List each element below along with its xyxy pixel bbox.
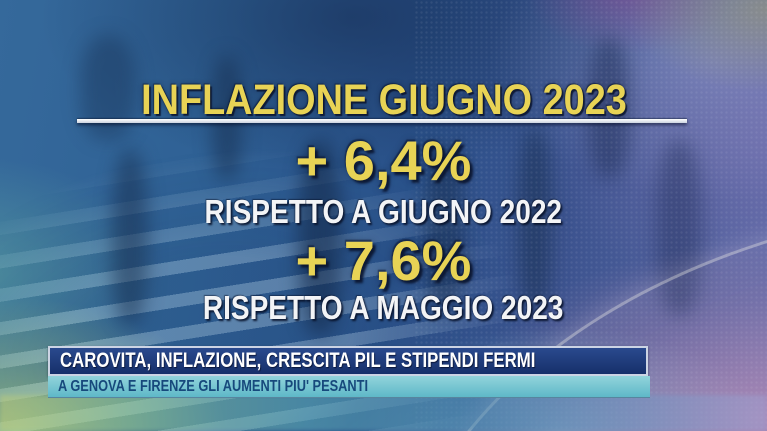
ticker-headline-text: CAROVITA, INFLAZIONE, CRESCITA PIL E STI… xyxy=(60,349,536,372)
pedestrian-silhouette xyxy=(518,128,552,313)
ticker-subheadline-text: A GENOVA E FIRENZE GLI AUMENTI PIU' PESA… xyxy=(58,378,369,395)
stat-value-vs-may-2023: + 7,6% xyxy=(295,229,472,292)
ticker-headline: CAROVITA, INFLAZIONE, CRESCITA PIL E STI… xyxy=(48,346,648,376)
stat-label-vs-june-2022: RISPETTO A GIUGNO 2022 xyxy=(204,193,563,230)
stat-value-vs-june-2022: + 6,4% xyxy=(295,129,472,192)
pedestrian-silhouette xyxy=(112,150,148,325)
ticker-subheadline: A GENOVA E FIRENZE GLI AUMENTI PIU' PESA… xyxy=(48,376,650,398)
page-title: INFLAZIONE GIUGNO 2023 xyxy=(0,79,767,122)
title-divider xyxy=(77,119,687,123)
pedestrian-silhouette xyxy=(588,38,630,178)
page-title-text: INFLAZIONE GIUGNO 2023 xyxy=(140,76,627,124)
pedestrian-silhouette xyxy=(212,55,242,180)
bottom-color-band xyxy=(0,395,767,431)
pedestrian-silhouette xyxy=(424,148,464,313)
pedestrian-silhouette xyxy=(298,140,342,335)
stat-label-vs-may-2023: RISPETTO A MAGGIO 2023 xyxy=(203,289,564,326)
